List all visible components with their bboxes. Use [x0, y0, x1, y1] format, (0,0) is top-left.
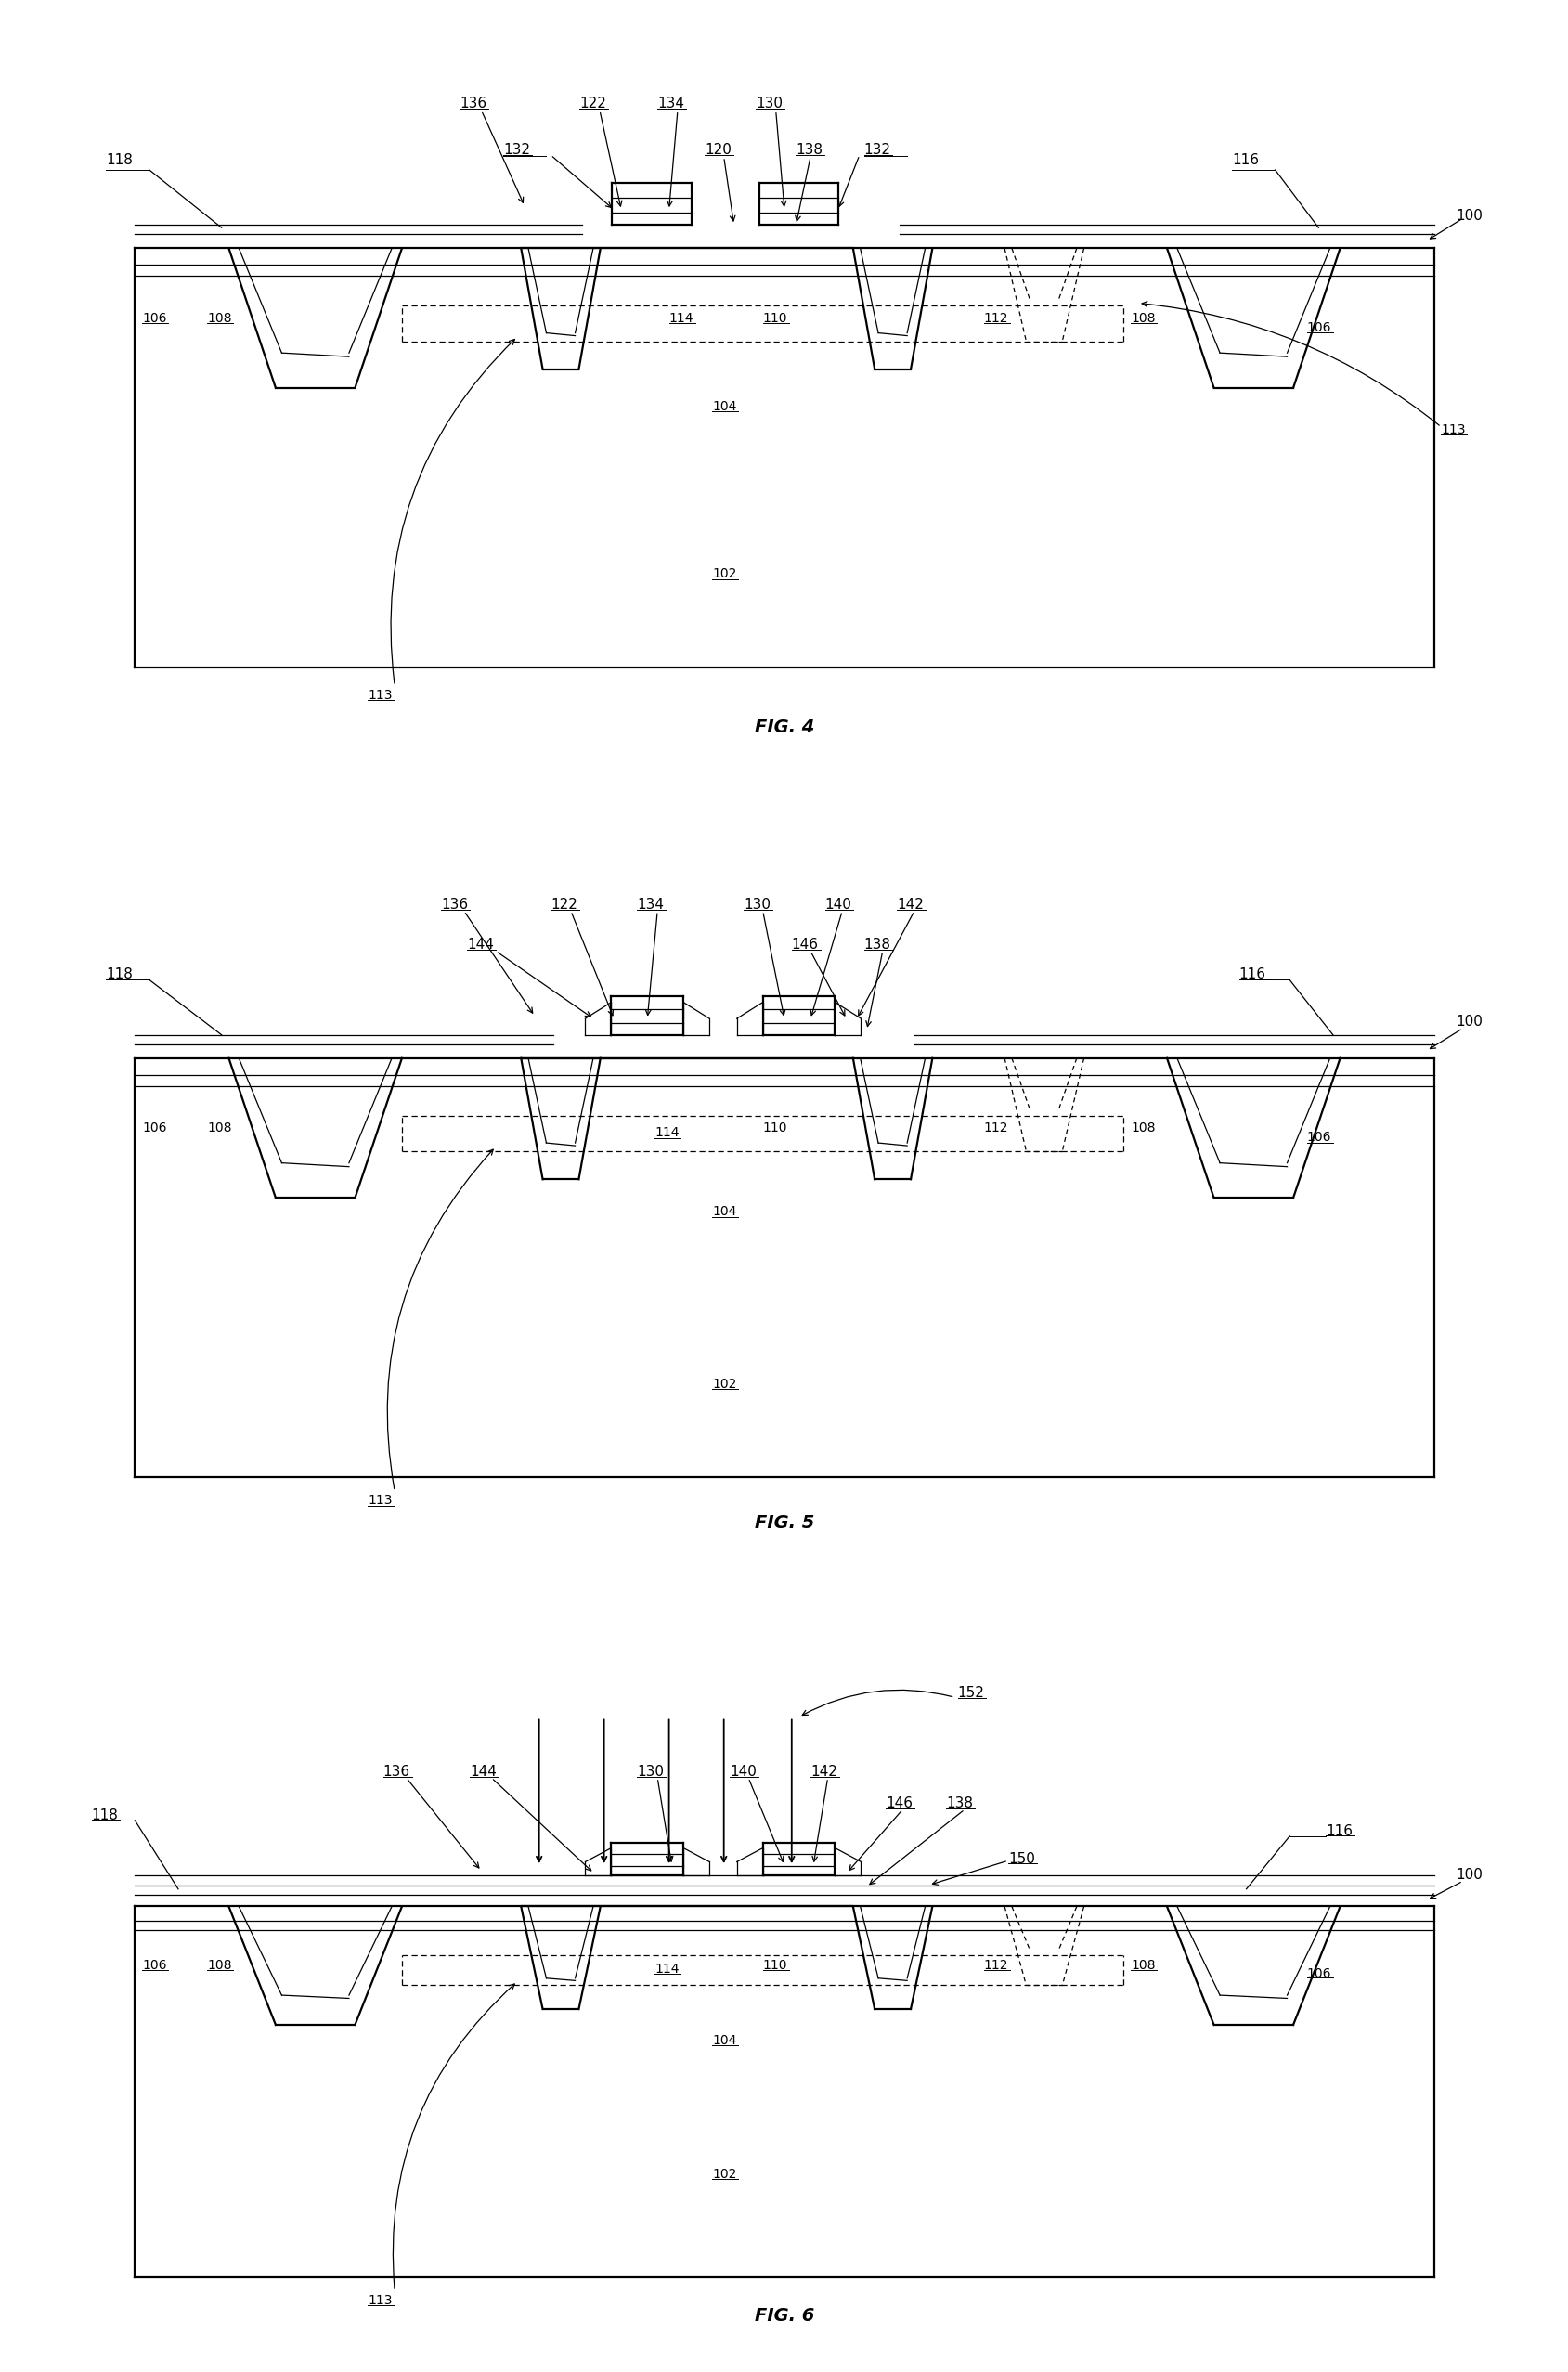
Text: 134: 134: [637, 897, 663, 911]
Text: 136: 136: [383, 1765, 409, 1779]
Text: 114: 114: [654, 1127, 679, 1139]
Text: 102: 102: [712, 1378, 737, 1390]
Text: 146: 146: [884, 1798, 913, 1810]
Text: FIG. 4: FIG. 4: [754, 719, 814, 735]
Text: 112: 112: [983, 1122, 1008, 1134]
Text: 108: 108: [1131, 311, 1154, 325]
Text: 118: 118: [107, 154, 133, 166]
Text: 144: 144: [467, 937, 494, 951]
Text: 150: 150: [1008, 1853, 1035, 1867]
Text: 114: 114: [668, 311, 693, 325]
Text: 113: 113: [368, 1494, 392, 1506]
Text: 106: 106: [143, 1122, 166, 1134]
Text: 106: 106: [1306, 320, 1331, 334]
Text: 134: 134: [657, 97, 684, 111]
Text: 106: 106: [143, 311, 166, 325]
Text: 138: 138: [864, 937, 891, 951]
Text: 132: 132: [503, 142, 530, 157]
Text: 110: 110: [762, 1959, 787, 1971]
Text: 140: 140: [729, 1765, 756, 1779]
Text: 114: 114: [654, 1964, 679, 1976]
Text: 138: 138: [795, 142, 823, 157]
Text: 108: 108: [207, 311, 232, 325]
Text: 130: 130: [743, 897, 770, 911]
Text: 130: 130: [637, 1765, 663, 1779]
Text: 142: 142: [811, 1765, 837, 1779]
Text: 108: 108: [207, 1122, 232, 1134]
Text: FIG. 6: FIG. 6: [754, 2306, 814, 2325]
Text: 113: 113: [368, 2294, 392, 2308]
Text: 102: 102: [712, 2168, 737, 2182]
Text: 106: 106: [1306, 1131, 1331, 1143]
Text: 100: 100: [1455, 209, 1482, 223]
Text: 100: 100: [1455, 1015, 1482, 1029]
Text: 142: 142: [897, 897, 924, 911]
Text: 108: 108: [207, 1959, 232, 1971]
Text: 113: 113: [1441, 422, 1465, 436]
Text: 118: 118: [91, 1810, 118, 1822]
Text: 112: 112: [983, 311, 1008, 325]
Text: 144: 144: [469, 1765, 497, 1779]
Text: 132: 132: [864, 142, 891, 157]
Text: 104: 104: [712, 2035, 737, 2047]
Text: 112: 112: [983, 1959, 1008, 1971]
Text: 108: 108: [1131, 1122, 1154, 1134]
Text: 100: 100: [1455, 1867, 1482, 1881]
Text: 104: 104: [712, 401, 737, 413]
Text: 138: 138: [946, 1798, 972, 1810]
Text: 146: 146: [792, 937, 818, 951]
Text: 122: 122: [550, 897, 577, 911]
Text: 106: 106: [1306, 1966, 1331, 1981]
Text: 118: 118: [107, 968, 133, 982]
Text: 110: 110: [762, 1122, 787, 1134]
Text: 152: 152: [956, 1686, 983, 1701]
Text: 122: 122: [579, 97, 605, 111]
Text: 104: 104: [712, 1205, 737, 1219]
Text: 136: 136: [441, 897, 467, 911]
Text: 102: 102: [712, 567, 737, 581]
Text: 116: 116: [1325, 1824, 1352, 1838]
Text: 120: 120: [704, 142, 731, 157]
Text: FIG. 5: FIG. 5: [754, 1516, 814, 1532]
Text: 108: 108: [1131, 1959, 1154, 1971]
Text: 116: 116: [1231, 154, 1258, 166]
Text: 106: 106: [143, 1959, 166, 1971]
Text: 110: 110: [762, 311, 787, 325]
Text: 130: 130: [756, 97, 782, 111]
Text: 113: 113: [368, 688, 392, 702]
Text: 136: 136: [459, 97, 486, 111]
Text: 140: 140: [825, 897, 851, 911]
Text: 116: 116: [1239, 968, 1265, 982]
